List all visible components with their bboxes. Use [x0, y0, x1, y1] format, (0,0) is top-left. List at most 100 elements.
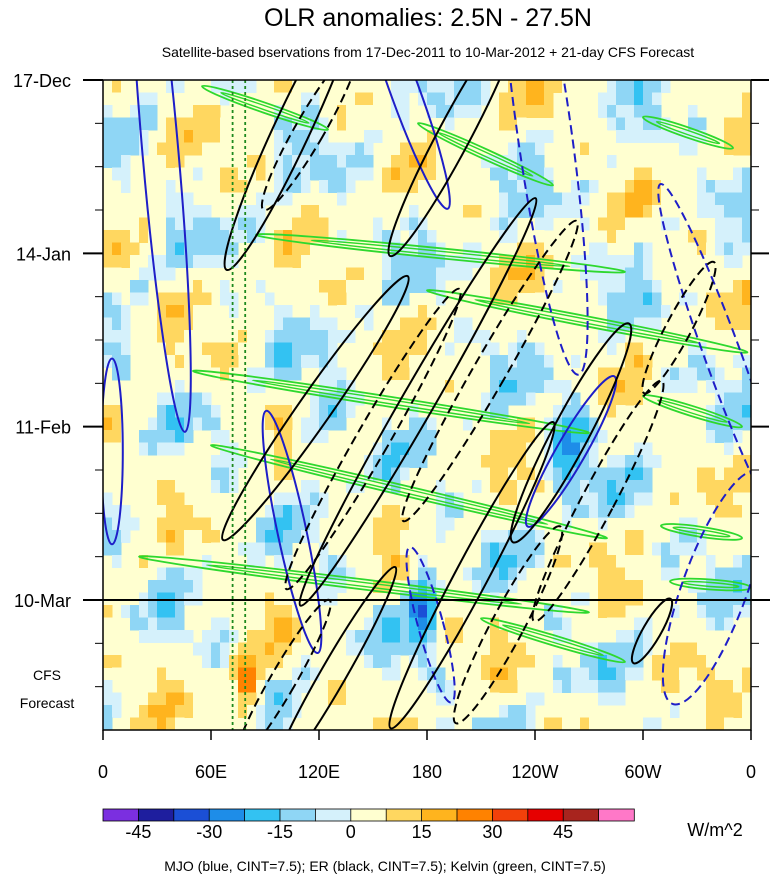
- heatmap-cell: [139, 392, 149, 406]
- heatmap-cell: [175, 705, 185, 718]
- heatmap-cell: [166, 205, 176, 218]
- heatmap-cell: [526, 192, 536, 206]
- heatmap-cell: [283, 355, 293, 368]
- heatmap-cell: [409, 342, 419, 356]
- heatmap-cell: [526, 92, 536, 106]
- heatmap-cell: [382, 555, 392, 568]
- heatmap-cell: [445, 717, 455, 730]
- heatmap-cell: [463, 205, 473, 218]
- heatmap-cell: [166, 442, 176, 456]
- heatmap-cell: [130, 117, 140, 131]
- heatmap-cell: [724, 155, 734, 168]
- heatmap-cell: [580, 442, 590, 456]
- heatmap-cell: [490, 217, 500, 231]
- heatmap-cell: [292, 430, 302, 443]
- heatmap-cell: [589, 267, 599, 281]
- heatmap-cell: [175, 567, 185, 581]
- heatmap-cell: [634, 255, 644, 268]
- heatmap-cell: [490, 542, 500, 556]
- heatmap-cell: [490, 680, 500, 693]
- heatmap-cell: [346, 692, 356, 706]
- heatmap-cell: [319, 317, 329, 331]
- heatmap-cell: [607, 642, 617, 656]
- y-tick-label: 11-Feb: [15, 418, 71, 438]
- heatmap-cell: [265, 367, 275, 381]
- heatmap-cell: [256, 717, 266, 730]
- heatmap-cell: [175, 192, 185, 206]
- heatmap-cell: [526, 392, 536, 406]
- heatmap-cell: [337, 555, 347, 568]
- heatmap-cell: [157, 330, 167, 343]
- heatmap-cell: [706, 205, 716, 218]
- kelvin-contour: [201, 84, 329, 131]
- heatmap-cell: [175, 342, 185, 356]
- heatmap-cell: [616, 680, 626, 693]
- heatmap-cell: [661, 192, 671, 206]
- heatmap-cell: [481, 642, 491, 656]
- heatmap-cell: [148, 117, 158, 131]
- heatmap-cell: [436, 217, 446, 231]
- heatmap-cell: [418, 442, 428, 456]
- heatmap-cell: [643, 180, 653, 193]
- heatmap-cell: [742, 180, 751, 193]
- heatmap-cell: [571, 480, 581, 493]
- heatmap-cell: [634, 455, 644, 468]
- heatmap-cell: [508, 467, 518, 481]
- heatmap-cell: [409, 267, 419, 281]
- heatmap-cell: [481, 192, 491, 206]
- heatmap-cell: [211, 155, 221, 168]
- heatmap-cell: [166, 717, 176, 730]
- heatmap-cell: [445, 117, 455, 131]
- heatmap-cell: [139, 130, 149, 143]
- heatmap-cell: [634, 555, 644, 568]
- heatmap-cell: [517, 567, 527, 581]
- heatmap-cell: [292, 180, 302, 193]
- heatmap-cell: [535, 80, 545, 93]
- heatmap-cell: [742, 205, 751, 218]
- heatmap-cell: [436, 667, 446, 681]
- heatmap-cell: [490, 467, 500, 481]
- heatmap-cell: [616, 255, 626, 268]
- heatmap-cell: [211, 105, 221, 118]
- heatmap-cell: [598, 130, 608, 143]
- heatmap-cell: [310, 167, 320, 181]
- heatmap-cell: [724, 192, 734, 206]
- heatmap-cell: [166, 355, 176, 368]
- heatmap-cell: [463, 355, 473, 368]
- heatmap-cell: [436, 142, 446, 156]
- heatmap-cell: [616, 230, 626, 243]
- heatmap-cell: [220, 542, 230, 556]
- heatmap-cell: [571, 392, 581, 406]
- heatmap-cell: [562, 317, 572, 331]
- heatmap-cell: [373, 530, 383, 543]
- heatmap-cell: [625, 292, 635, 306]
- heatmap-cell: [499, 492, 509, 506]
- heatmap-cell: [463, 317, 473, 331]
- heatmap-cell: [517, 167, 527, 181]
- heatmap-cell: [589, 155, 599, 168]
- heatmap-cell: [427, 317, 437, 331]
- heatmap-cell: [517, 242, 527, 256]
- heatmap-cell: [472, 442, 482, 456]
- heatmap-cell: [499, 555, 509, 568]
- heatmap-cell: [121, 230, 131, 243]
- heatmap-cell: [643, 205, 653, 218]
- heatmap-cell: [274, 305, 284, 318]
- heatmap-cell: [247, 205, 257, 218]
- heatmap-cell: [121, 517, 131, 531]
- heatmap-cell: [301, 605, 311, 618]
- heatmap-cell: [517, 417, 527, 431]
- heatmap-cell: [571, 142, 581, 156]
- heatmap-cell: [598, 205, 608, 218]
- heatmap-cell: [598, 517, 608, 531]
- heatmap-cell: [553, 442, 563, 456]
- heatmap-cell: [202, 130, 212, 143]
- heatmap-cell: [391, 555, 401, 568]
- heatmap-cell: [301, 667, 311, 681]
- heatmap-cell: [742, 705, 751, 718]
- heatmap-cell: [166, 667, 176, 681]
- colorbar-swatch: [491, 808, 529, 822]
- heatmap-cell: [382, 342, 392, 356]
- heatmap-cell: [283, 680, 293, 693]
- heatmap-cell: [634, 130, 644, 143]
